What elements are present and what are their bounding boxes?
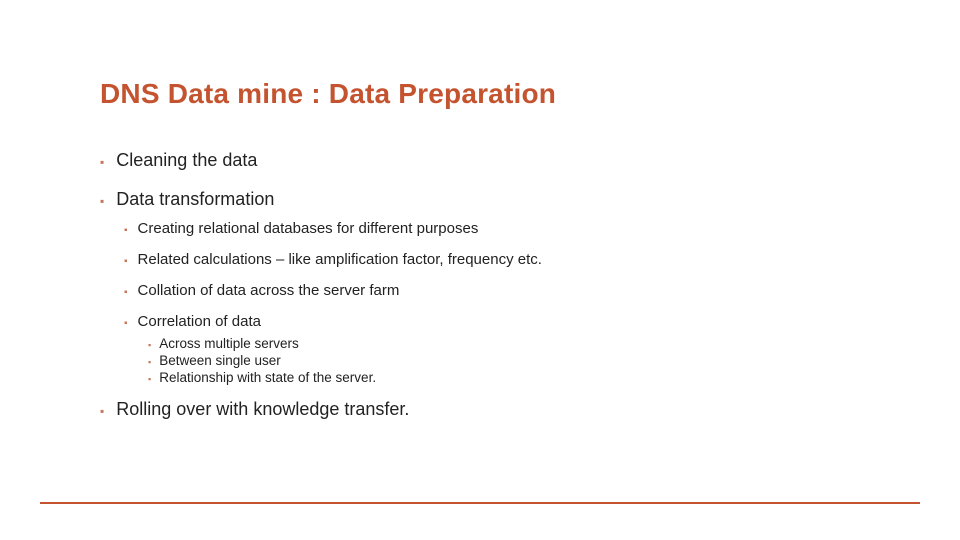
list-item-label: Creating relational databases for differ… (138, 220, 479, 237)
bullet-icon: ▪ (100, 404, 104, 418)
slide-title: DNS Data mine : Data Preparation (100, 78, 556, 110)
list-item: ▪ Data transformation (100, 189, 900, 210)
list-item-label: Across multiple servers (159, 336, 299, 351)
list-item: ▪ Rolling over with knowledge transfer. (100, 399, 900, 420)
bullet-icon: ▪ (124, 287, 128, 298)
list-item-label: Between single user (159, 353, 281, 368)
bullet-icon: ▪ (124, 256, 128, 267)
slide-body: ▪ Cleaning the data ▪ Data transformatio… (100, 150, 900, 438)
divider-line (40, 502, 920, 504)
bullet-icon: ▪ (148, 357, 151, 367)
list-item-label: Correlation of data (138, 313, 261, 330)
slide: DNS Data mine : Data Preparation ▪ Clean… (0, 0, 960, 540)
list-item: ▪ Relationship with state of the server. (148, 370, 900, 385)
list-item-label: Cleaning the data (116, 150, 257, 171)
bullet-icon: ▪ (124, 318, 128, 329)
list-item-label: Data transformation (116, 189, 274, 210)
list-item-label: Rolling over with knowledge transfer. (116, 399, 409, 420)
list-item: ▪ Creating relational databases for diff… (124, 220, 900, 237)
list-item-label: Related calculations – like amplificatio… (138, 251, 542, 268)
bullet-icon: ▪ (148, 374, 151, 384)
bullet-icon: ▪ (100, 155, 104, 169)
list-item: ▪ Cleaning the data (100, 150, 900, 171)
bullet-icon: ▪ (124, 225, 128, 236)
list-item: ▪ Collation of data across the server fa… (124, 282, 900, 299)
bullet-icon: ▪ (148, 340, 151, 350)
list-item-label: Relationship with state of the server. (159, 370, 376, 385)
list-item-label: Collation of data across the server farm (138, 282, 400, 299)
list-item: ▪ Related calculations – like amplificat… (124, 251, 900, 268)
sublist: ▪ Creating relational databases for diff… (124, 220, 900, 385)
list-item: ▪ Across multiple servers (148, 336, 900, 351)
list-item: ▪ Between single user (148, 353, 900, 368)
bullet-icon: ▪ (100, 194, 104, 208)
sublist: ▪ Across multiple servers ▪ Between sing… (148, 336, 900, 385)
list-item: ▪ Correlation of data (124, 313, 900, 330)
